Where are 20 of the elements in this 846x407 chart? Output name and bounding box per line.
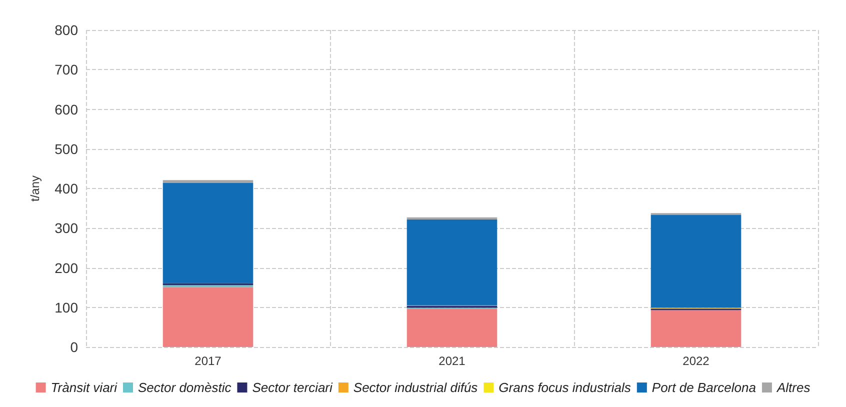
- legend-label: Grans focus industrials: [498, 380, 632, 395]
- y-tick-label: 800: [54, 22, 78, 38]
- y-tick-label: 300: [54, 220, 78, 236]
- y-tick-label: 200: [54, 260, 78, 276]
- y-tick-label: 0: [70, 339, 78, 355]
- y-tick-label: 100: [54, 299, 78, 316]
- legend-label: Sector domèstic: [138, 380, 232, 395]
- y-tick-label: 600: [54, 101, 78, 118]
- y-tick-label: 500: [54, 140, 78, 157]
- x-tick-label: 2022: [682, 354, 710, 368]
- legend-label: Port de Barcelona: [652, 380, 756, 395]
- y-tick-label: 400: [54, 180, 78, 196]
- legend-label: Sector industrial difús: [353, 380, 478, 395]
- x-tick-label: 2021: [438, 354, 466, 368]
- legend-label: Altres: [776, 380, 811, 395]
- y-axis-title: t/any: [28, 175, 42, 202]
- legend-label: Sector terciari: [252, 380, 334, 395]
- x-tick-label: 2017: [194, 354, 222, 368]
- y-tick-label: 700: [54, 62, 78, 78]
- legend-label: Trànsit viari: [50, 380, 118, 395]
